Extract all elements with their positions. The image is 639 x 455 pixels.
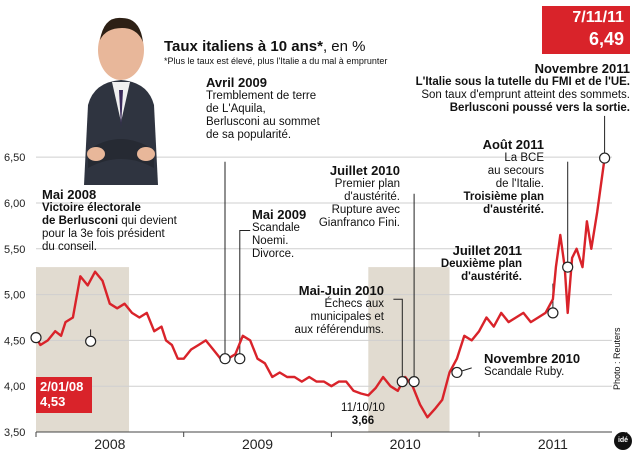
start-value-date: 2/01/08 <box>40 379 84 394</box>
y-tick-label: 4,00 <box>4 381 25 393</box>
annotation-mai-2009: Mai 2009 Scandale Noemi. Divorce. <box>252 207 307 260</box>
minimum-label: 11/10/10 3,66 <box>330 402 396 428</box>
annotation-mai-juin-2010: Mai-Juin 2010 Échecs aux municipales et … <box>294 283 385 336</box>
event-mai-juin-2010-leader <box>393 298 403 382</box>
y-tick-label: 6,50 <box>4 152 25 164</box>
event-aout-2011-marker <box>562 261 574 273</box>
berlusconi-photo <box>84 17 158 185</box>
y-tick-label: 4,50 <box>4 335 25 347</box>
annotation-novembre-2011: Novembre 2011 L'Italie sous la tutelle d… <box>415 61 630 114</box>
annotation-aout-2011: Août 2011 La BCE au secours de l'Italie.… <box>463 137 544 216</box>
last-value-box: 7/11/11 6,49 <box>542 6 630 54</box>
start-value-box: 2/01/08 4,53 <box>36 377 92 413</box>
annotation-juillet-2010: Juillet 2010 Premier plan d'austérité. R… <box>318 163 400 229</box>
event-mai-juin-2010-marker <box>396 376 408 388</box>
x-tick-label: 2009 <box>242 436 273 452</box>
y-tick-label: 5,00 <box>4 290 25 302</box>
annotation-leader-lines <box>90 115 606 382</box>
y-tick-label: 3,50 <box>4 427 25 439</box>
event-markers <box>30 152 611 388</box>
x-axis-ticks: 2008 2009 2010 2011 <box>35 432 628 452</box>
minimum-date: 11/10/10 <box>341 402 385 414</box>
x-tick-label: 2011 <box>538 436 568 452</box>
event-juillet-2010-marker <box>408 376 420 388</box>
x-tick-label: 2010 <box>390 436 421 452</box>
x-tick-label: 2008 <box>94 436 125 452</box>
annotation-avril-2009: Avril 2009 Tremblement de terre de L'Aqu… <box>206 75 320 141</box>
rate-series-line <box>34 157 606 419</box>
last-value-date: 7/11/11 <box>572 9 624 26</box>
event-novembre-2010-marker <box>451 366 463 379</box>
event-avril-2009-marker <box>219 353 231 365</box>
annotation-juillet-2011: Juillet 2011 Deuxième plan d'austérité. <box>440 243 522 283</box>
gridlines <box>36 156 612 433</box>
last-value-number: 6,49 <box>588 29 624 49</box>
start-value-number: 4,53 <box>40 394 66 409</box>
y-axis-ticks: 3,50 4,00 4,50 5,00 5,50 6,00 6,50 <box>4 152 25 439</box>
chart-footnote: *Plus le taux est élevé, plus l'Italie a… <box>164 56 388 66</box>
event-mai-2008-marker <box>85 335 97 347</box>
annotation-novembre-2010: Novembre 2010 Scandale Ruby. <box>484 351 581 378</box>
publisher-logo: idé <box>614 432 632 450</box>
event-mai-2009-leader <box>239 230 251 359</box>
minimum-value: 3,66 <box>351 415 375 427</box>
event-mai-2009-marker <box>234 353 246 365</box>
event-start-marker <box>30 332 42 344</box>
photo-credit: Photo : Reuters <box>612 327 622 390</box>
event-novembre-2011-marker <box>599 152 611 164</box>
y-tick-label: 6,00 <box>4 198 25 210</box>
annotation-mai-2008: Mai 2008 Victoire électorale de Berlusco… <box>42 187 177 253</box>
event-juillet-2011-marker <box>547 307 559 319</box>
y-tick-label: 5,50 <box>4 244 25 256</box>
chart-title: Taux italiens à 10 ans*, en % <box>164 38 366 55</box>
